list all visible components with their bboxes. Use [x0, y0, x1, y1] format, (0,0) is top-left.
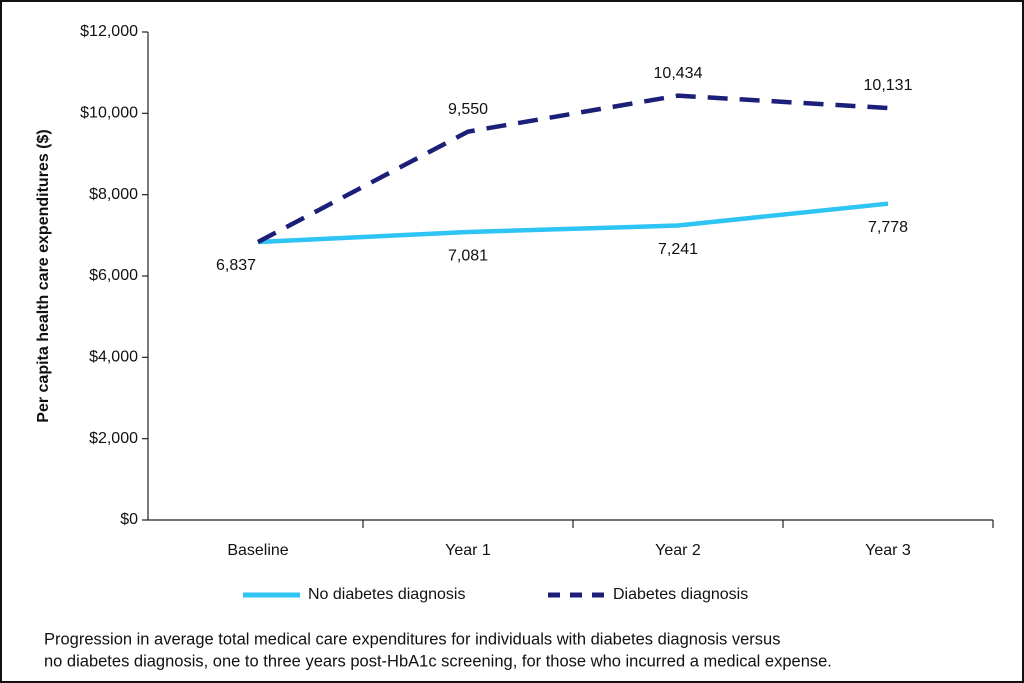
legend-label: No diabetes diagnosis	[308, 586, 465, 603]
data-label: 10,131	[864, 77, 913, 94]
series-line	[256, 93, 889, 244]
caption: Progression in average total medical car…	[44, 630, 780, 648]
data-label: 9,550	[448, 101, 488, 118]
x-tick-label: Year 2	[655, 542, 701, 559]
y-tick-label: $6,000	[89, 267, 138, 284]
data-label: 7,241	[658, 241, 698, 258]
y-tick-label: $0	[120, 511, 138, 528]
x-tick-label: Year 1	[445, 542, 491, 559]
data-label: 7,081	[448, 247, 488, 264]
x-tick-label: Year 3	[865, 542, 911, 559]
data-label: 6,837	[216, 257, 256, 274]
x-tick-label: Baseline	[227, 542, 288, 559]
caption: no diabetes diagnosis, one to three year…	[44, 652, 832, 670]
data-label: 7,778	[868, 219, 908, 236]
legend-label: Diabetes diagnosis	[613, 586, 748, 603]
y-tick-label: $10,000	[80, 105, 138, 122]
y-tick-label: $4,000	[89, 349, 138, 366]
y-tick-label: $2,000	[89, 430, 138, 447]
y-tick-label: $12,000	[80, 23, 138, 40]
y-tick-label: $8,000	[89, 186, 138, 203]
data-label: 10,434	[654, 65, 703, 82]
series-line	[257, 201, 889, 245]
y-axis-label: Per capita health care expenditures ($)	[35, 129, 52, 422]
